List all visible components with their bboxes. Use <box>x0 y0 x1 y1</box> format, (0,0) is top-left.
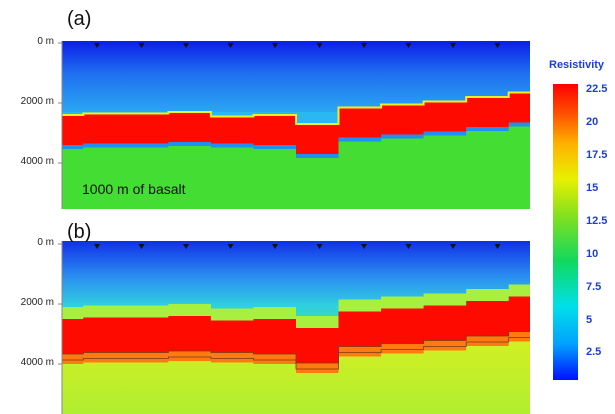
panel-b-station-marker-1 <box>94 244 100 249</box>
panel-a-station-marker-9 <box>450 43 456 48</box>
panel-b-depth-label-2000: 2000 m <box>20 297 54 308</box>
panel-b-station-marker-4 <box>227 244 234 249</box>
panel-b-stations <box>94 244 501 249</box>
colorbar-tick-5: 5 <box>586 314 593 326</box>
panel-a-label: (a) <box>67 8 92 30</box>
panel-a-depth-label-4000: 4000 m <box>20 156 54 167</box>
panel-a-depth-label-2000: 2000 m <box>20 96 54 107</box>
panel-b-station-marker-5 <box>272 244 278 249</box>
panel-a-station-marker-6 <box>316 43 323 48</box>
panel-a-stations <box>94 43 501 48</box>
panel-b-depth-label-4000: 4000 m <box>20 357 54 368</box>
panel-a-station-marker-7 <box>361 43 367 48</box>
panel-b <box>62 241 530 414</box>
colorbar-tick-22-5: 22.5 <box>586 83 608 95</box>
panel-b-station-marker-10 <box>494 244 501 249</box>
panel-a-station-marker-1 <box>94 43 100 48</box>
panel-a-basalt-top-boundary <box>62 91 530 125</box>
panel-a <box>62 41 530 209</box>
panel-a-station-marker-8 <box>405 43 412 48</box>
colorbar-title: Resistivity <box>549 59 605 71</box>
colorbar-tick-10: 10 <box>586 248 599 260</box>
colorbar-tick-7-5: 7.5 <box>586 281 602 293</box>
colorbar-tick-20: 20 <box>586 116 599 128</box>
colorbar-tick-17-5: 17.5 <box>586 149 608 161</box>
panel-b-depth-label-0: 0 m <box>37 237 54 248</box>
panel-b-station-marker-2 <box>138 244 145 249</box>
colorbar-tick-15: 15 <box>586 182 599 194</box>
panel-a-station-marker-3 <box>183 43 189 48</box>
panel-b-axis <box>58 241 63 414</box>
panel-b-station-marker-8 <box>405 244 412 249</box>
basalt-annotation: 1000 m of basalt <box>82 181 186 197</box>
colorbar <box>553 84 578 380</box>
panel-b-basalt-layer <box>62 296 530 363</box>
panel-a-station-marker-4 <box>227 43 234 48</box>
panel-a-station-marker-10 <box>494 43 501 48</box>
panel-b-station-marker-7 <box>361 244 367 249</box>
panel-b-station-marker-9 <box>450 244 456 249</box>
panel-a-depth-label-0: 0 m <box>37 36 54 47</box>
colorbar-tick-2-5: 2.5 <box>586 346 602 358</box>
panel-b-station-marker-6 <box>316 244 323 249</box>
panel-b-contour-line-2 <box>62 337 530 370</box>
panel-a-axis <box>58 41 63 209</box>
panel-b-label: (b) <box>67 221 92 243</box>
colorbar-tick-12-5: 12.5 <box>586 215 608 227</box>
panel-a-station-marker-2 <box>138 43 145 48</box>
panel-b-station-marker-3 <box>183 244 189 249</box>
panel-a-station-marker-5 <box>272 43 278 48</box>
